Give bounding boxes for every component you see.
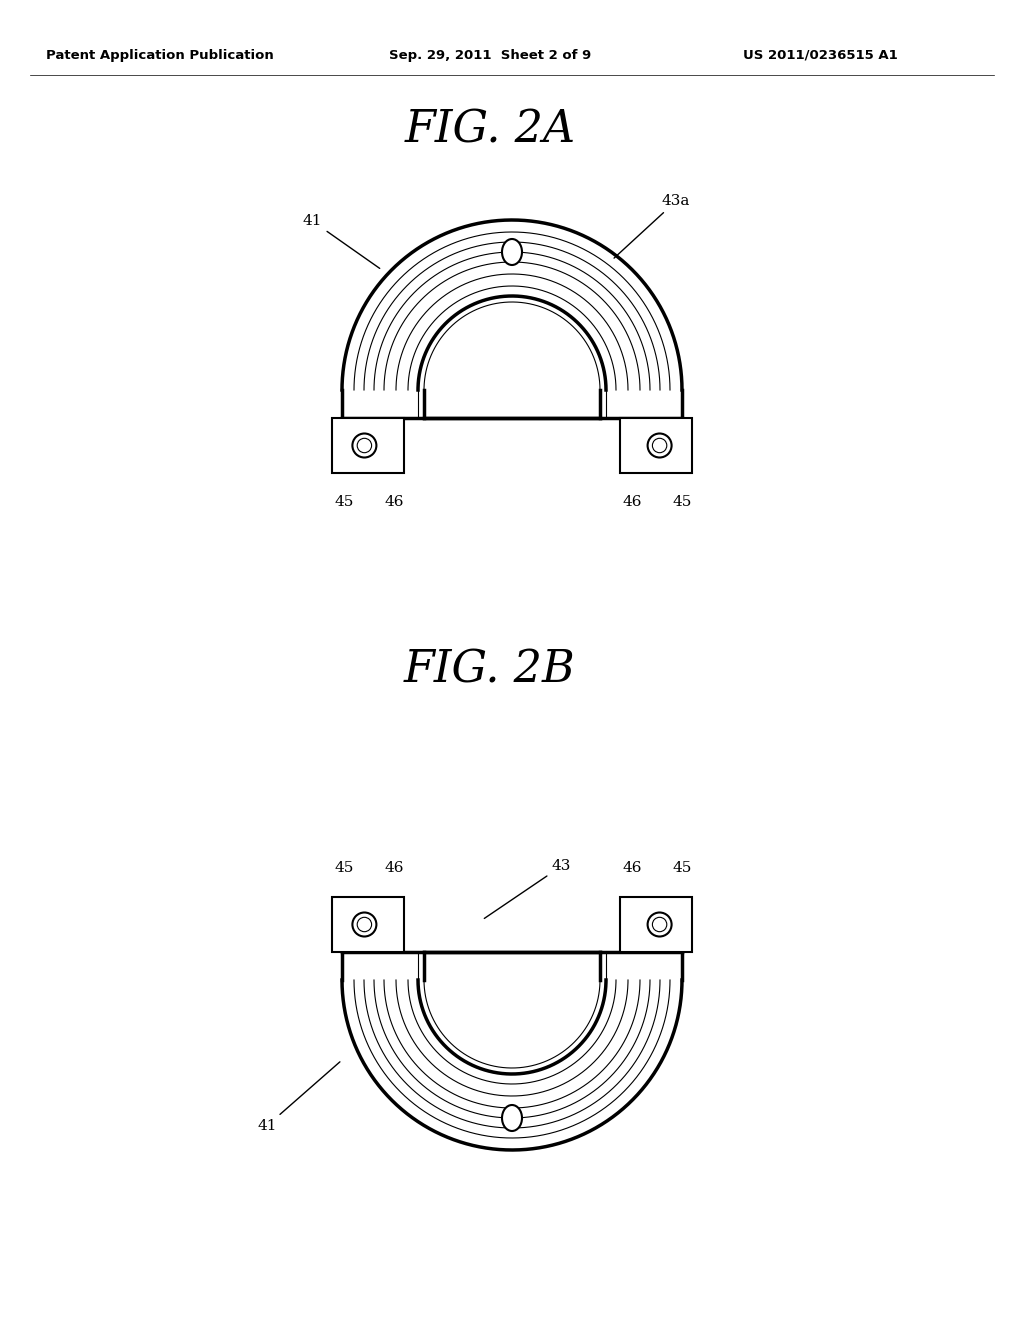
Text: 45: 45 [673, 495, 691, 510]
Text: 45: 45 [673, 861, 691, 875]
Text: 41: 41 [257, 1061, 340, 1133]
Text: 46: 46 [623, 861, 642, 875]
Text: 46: 46 [384, 495, 403, 510]
Circle shape [652, 917, 667, 932]
Text: 41: 41 [302, 214, 380, 268]
Bar [620, 418, 692, 473]
Circle shape [352, 433, 377, 458]
Text: 43: 43 [484, 859, 571, 919]
Text: 46: 46 [623, 495, 642, 510]
Circle shape [652, 438, 667, 453]
Text: 46: 46 [384, 861, 403, 875]
Bar [620, 898, 692, 952]
Circle shape [647, 433, 672, 458]
Text: 45: 45 [334, 861, 353, 875]
Circle shape [357, 917, 372, 932]
Text: FIG. 2B: FIG. 2B [404, 648, 575, 692]
Ellipse shape [502, 1105, 522, 1131]
Text: FIG. 2A: FIG. 2A [404, 108, 575, 152]
Text: US 2011/0236515 A1: US 2011/0236515 A1 [742, 49, 897, 62]
Text: Patent Application Publication: Patent Application Publication [46, 49, 273, 62]
Text: 43a: 43a [614, 194, 690, 259]
Text: Sep. 29, 2011  Sheet 2 of 9: Sep. 29, 2011 Sheet 2 of 9 [389, 49, 591, 62]
Bar [332, 418, 404, 473]
Text: 45: 45 [334, 495, 353, 510]
Circle shape [357, 438, 372, 453]
Ellipse shape [502, 239, 522, 265]
Bar [332, 898, 404, 952]
Circle shape [352, 912, 377, 936]
Circle shape [647, 912, 672, 936]
